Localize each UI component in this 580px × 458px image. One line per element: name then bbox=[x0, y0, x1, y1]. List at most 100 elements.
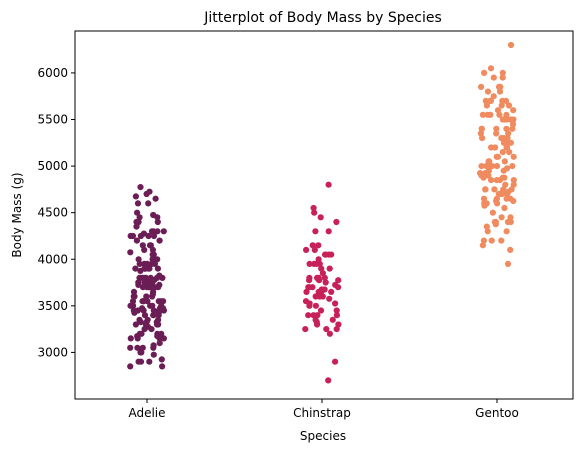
data-point-chinstrap bbox=[332, 300, 339, 307]
data-point-gentoo bbox=[501, 158, 508, 165]
data-point-chinstrap bbox=[315, 288, 322, 295]
data-point-adelie bbox=[129, 298, 137, 305]
data-point-chinstrap bbox=[325, 181, 332, 188]
data-point-gentoo bbox=[488, 237, 495, 244]
data-point-adelie bbox=[144, 260, 151, 267]
data-point-chinstrap bbox=[332, 358, 339, 365]
data-point-gentoo bbox=[481, 69, 488, 76]
data-point-adelie bbox=[150, 232, 158, 240]
data-point-adelie bbox=[145, 200, 152, 207]
data-point-chinstrap bbox=[335, 284, 342, 291]
data-point-gentoo bbox=[492, 221, 499, 228]
data-point-adelie bbox=[129, 232, 136, 240]
data-point-adelie bbox=[149, 302, 156, 309]
data-point-gentoo bbox=[483, 163, 490, 170]
data-point-gentoo bbox=[479, 111, 486, 118]
data-point-gentoo bbox=[483, 102, 490, 109]
data-point-gentoo bbox=[498, 214, 505, 221]
data-point-gentoo bbox=[509, 125, 516, 132]
data-point-gentoo bbox=[487, 97, 494, 104]
data-point-chinstrap bbox=[302, 298, 310, 305]
data-point-adelie bbox=[132, 265, 139, 272]
data-point-chinstrap bbox=[326, 330, 333, 337]
data-point-gentoo bbox=[478, 83, 485, 90]
data-point-gentoo bbox=[503, 228, 510, 235]
y-tick-label: 3500 bbox=[37, 299, 68, 313]
data-point-adelie bbox=[134, 333, 141, 340]
data-point-gentoo bbox=[494, 200, 501, 207]
data-point-adelie bbox=[136, 316, 143, 323]
data-point-adelie bbox=[156, 340, 163, 347]
data-point-gentoo bbox=[509, 163, 516, 170]
data-point-adelie bbox=[132, 193, 139, 200]
data-point-adelie bbox=[160, 335, 167, 342]
data-point-adelie bbox=[133, 237, 140, 244]
data-point-adelie bbox=[150, 344, 157, 351]
data-point-chinstrap bbox=[333, 218, 340, 226]
data-point-adelie bbox=[141, 246, 148, 253]
data-point-gentoo bbox=[489, 209, 496, 216]
data-point-gentoo bbox=[510, 197, 517, 205]
data-point-adelie bbox=[137, 184, 144, 191]
data-point-adelie bbox=[144, 323, 152, 330]
data-point-adelie bbox=[143, 319, 150, 326]
data-point-adelie bbox=[130, 288, 138, 295]
data-point-adelie bbox=[146, 358, 153, 365]
data-point-gentoo bbox=[493, 130, 500, 137]
data-point-gentoo bbox=[482, 170, 489, 177]
data-point-adelie bbox=[145, 232, 152, 240]
data-point-gentoo bbox=[496, 88, 504, 95]
data-point-gentoo bbox=[500, 135, 507, 142]
data-point-gentoo bbox=[479, 242, 486, 249]
y-tick-label: 4500 bbox=[37, 206, 68, 220]
data-point-adelie bbox=[146, 265, 153, 272]
data-point-adelie bbox=[136, 214, 143, 221]
data-point-gentoo bbox=[477, 170, 484, 177]
data-point-chinstrap bbox=[312, 316, 319, 323]
data-point-gentoo bbox=[507, 246, 514, 253]
data-point-gentoo bbox=[493, 195, 500, 202]
data-point-chinstrap bbox=[325, 377, 332, 384]
data-point-chinstrap bbox=[306, 260, 313, 267]
data-point-gentoo bbox=[505, 102, 513, 109]
data-point-chinstrap bbox=[303, 288, 310, 295]
data-point-adelie bbox=[132, 321, 139, 328]
data-point-gentoo bbox=[478, 163, 485, 170]
data-point-chinstrap bbox=[305, 312, 312, 319]
data-point-adelie bbox=[156, 272, 163, 279]
data-point-gentoo bbox=[510, 107, 517, 114]
data-point-chinstrap bbox=[303, 246, 310, 253]
data-point-gentoo bbox=[494, 107, 502, 114]
data-point-chinstrap bbox=[312, 302, 319, 309]
data-point-gentoo bbox=[480, 237, 487, 244]
data-point-gentoo bbox=[490, 93, 497, 100]
data-point-gentoo bbox=[498, 190, 506, 198]
data-point-adelie bbox=[135, 256, 142, 263]
data-point-adelie bbox=[160, 228, 167, 235]
data-point-chinstrap bbox=[335, 277, 342, 284]
x-tick-label: Adelie bbox=[128, 406, 165, 420]
data-point-gentoo bbox=[505, 188, 512, 195]
data-point-gentoo bbox=[502, 97, 510, 104]
data-point-gentoo bbox=[480, 195, 488, 202]
data-point-adelie bbox=[154, 330, 161, 337]
data-point-chinstrap bbox=[322, 251, 329, 258]
data-point-adelie bbox=[158, 356, 165, 363]
data-point-adelie bbox=[131, 309, 138, 316]
data-point-gentoo bbox=[507, 116, 514, 123]
data-point-adelie bbox=[157, 298, 164, 305]
data-point-adelie bbox=[146, 188, 153, 195]
data-point-gentoo bbox=[484, 88, 492, 95]
data-point-chinstrap bbox=[316, 277, 323, 284]
data-point-adelie bbox=[144, 279, 151, 286]
data-point-gentoo bbox=[510, 153, 517, 160]
data-point-adelie bbox=[134, 344, 141, 351]
data-point-gentoo bbox=[483, 223, 490, 230]
data-point-adelie bbox=[150, 351, 157, 358]
data-point-gentoo bbox=[481, 202, 488, 209]
data-point-gentoo bbox=[488, 177, 495, 184]
y-tick-label: 3000 bbox=[37, 345, 68, 359]
data-point-adelie bbox=[154, 265, 161, 272]
data-point-gentoo bbox=[493, 153, 500, 160]
